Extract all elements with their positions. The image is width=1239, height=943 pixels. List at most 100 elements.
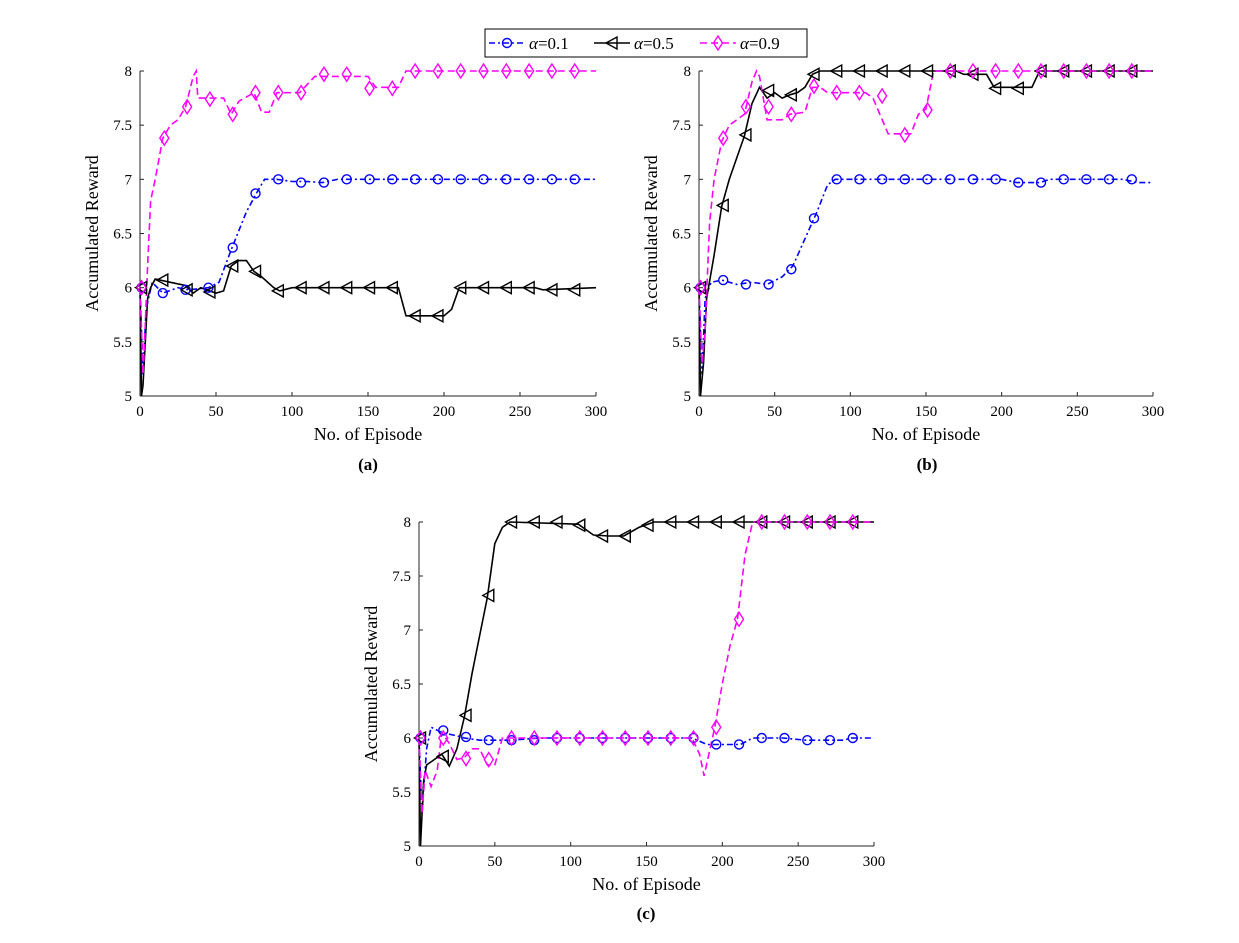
data-point (761, 83, 775, 98)
data-point (460, 750, 472, 767)
data-point (1010, 81, 1025, 96)
x-tick-label: 250 (787, 854, 810, 870)
data-point (549, 514, 563, 530)
y-tick-label: 5 (125, 389, 133, 405)
data-point (801, 513, 813, 531)
data-point (476, 280, 490, 295)
data-point (740, 98, 752, 116)
data-point (478, 174, 489, 185)
x-tick-label: 100 (559, 854, 582, 870)
data-point (874, 63, 888, 79)
data-point (250, 84, 261, 101)
data-point (250, 188, 261, 199)
data-point (897, 63, 911, 79)
data-point (899, 174, 911, 185)
data-point (851, 63, 866, 79)
data-point (387, 174, 398, 185)
data-point (204, 90, 216, 108)
legend: α=0.1 α=0.5 α=0.9 (484, 28, 808, 58)
panel-caption: (b) (917, 455, 938, 474)
y-tick-label: 6.5 (392, 677, 411, 693)
data-point (756, 732, 767, 744)
data-point (407, 308, 421, 324)
data-point (920, 63, 934, 79)
x-tick-label: 0 (136, 404, 144, 420)
data-point (806, 67, 820, 82)
data-point (248, 264, 262, 279)
data-point (409, 174, 421, 185)
plot-area (419, 522, 874, 846)
data-point (202, 284, 216, 300)
x-tick-label: 50 (487, 854, 502, 870)
data-point (435, 749, 449, 764)
data-point (574, 729, 586, 747)
data-point (483, 734, 494, 746)
y-tick-label: 5.5 (113, 335, 132, 351)
y-tick-label: 6.5 (113, 227, 132, 243)
data-point (1058, 62, 1070, 80)
data-point (528, 729, 540, 747)
data-point (854, 174, 865, 185)
data-point (717, 129, 729, 147)
data-point (386, 80, 398, 97)
series-markers (693, 63, 1138, 295)
data-point (710, 718, 722, 736)
data-point (1103, 174, 1115, 185)
data-point (642, 729, 654, 747)
x-tick-label: 100 (281, 404, 304, 420)
data-point (1126, 62, 1138, 80)
x-tick-label: 100 (839, 404, 862, 420)
y-tick-label: 8 (684, 64, 692, 80)
data-point (1103, 62, 1115, 80)
data-point (876, 174, 888, 185)
series-markers (695, 174, 1138, 293)
x-tick-label: 150 (357, 404, 380, 420)
series-markers (415, 513, 859, 768)
x-tick-label: 250 (1066, 404, 1089, 420)
data-point (478, 62, 489, 80)
series-markers (136, 62, 581, 296)
data-point (432, 62, 444, 80)
legend-label: α=0.1 (529, 34, 569, 53)
data-point (686, 514, 700, 530)
x-tick-label: 0 (695, 404, 703, 420)
data-point (227, 106, 239, 123)
series-markers (134, 258, 581, 324)
y-tick-label: 7.5 (113, 118, 132, 134)
legend-label: α=0.9 (740, 34, 780, 53)
data-point (763, 98, 774, 116)
y-tick-label: 7 (684, 172, 692, 188)
data-point (157, 287, 169, 299)
data-point (779, 732, 790, 744)
data-point (526, 514, 540, 530)
data-point (1058, 174, 1069, 185)
data-point (731, 514, 745, 530)
data-point (847, 732, 858, 744)
data-point (808, 77, 820, 95)
data-point (415, 729, 426, 747)
x-tick-label: 50 (767, 404, 782, 420)
data-point (569, 62, 581, 80)
chart-panel-c: 0 50 100 150 200 250 300 5 5.5 6 6.5 7 7.5 8 No. of Ep… (361, 513, 885, 923)
x-tick-label: 200 (433, 404, 456, 420)
y-tick-label: 5 (404, 839, 412, 855)
data-point (453, 280, 467, 295)
data-point (179, 282, 193, 298)
data-point (733, 739, 745, 750)
data-point (504, 514, 518, 530)
data-point (430, 308, 444, 324)
data-point (783, 87, 798, 103)
data-point (711, 739, 722, 750)
data-point (1013, 177, 1024, 188)
data-point (824, 734, 836, 746)
panel-caption: (c) (637, 904, 656, 923)
data-point (715, 198, 729, 213)
data-point (362, 280, 376, 295)
series-line-alpha-0-5 (698, 70, 1153, 397)
y-axis-label: Accumulated Reward (361, 606, 381, 762)
data-point (437, 729, 449, 747)
data-point (339, 280, 353, 295)
plot-area (699, 71, 1153, 396)
data-point (318, 65, 330, 83)
chart-panel-b: 0 50 100 150 200 250 300 5 5.5 6 6.5 7 7.5 8 No. of Ep… (641, 62, 1164, 474)
